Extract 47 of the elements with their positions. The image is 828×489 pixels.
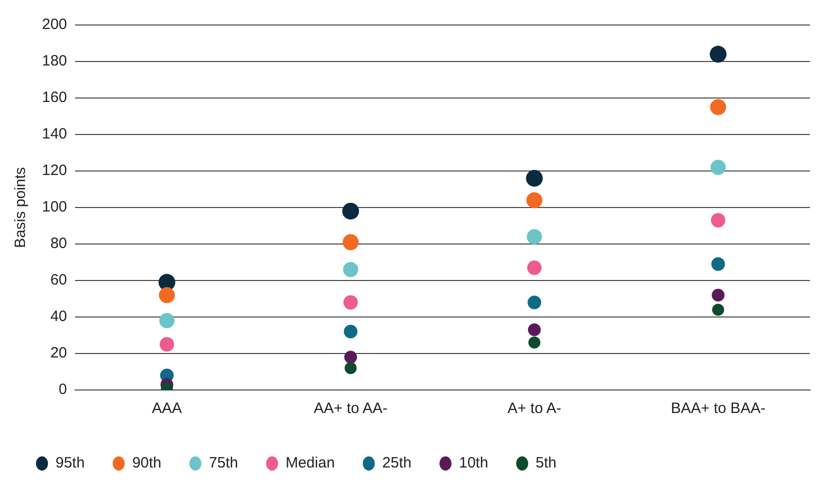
y-tick-label: 160 (42, 89, 68, 106)
legend-label: Median (286, 454, 335, 472)
x-tick-label: BAA+ to BAA- (670, 400, 766, 418)
legend-label: 95th (56, 454, 85, 472)
y-axis-title: Basis points (12, 167, 30, 248)
point (159, 313, 174, 328)
y-tick-label: 40 (50, 308, 68, 326)
point (344, 324, 358, 338)
point (343, 295, 358, 310)
point (711, 257, 725, 271)
point (158, 287, 175, 304)
point (343, 262, 358, 278)
point (710, 46, 727, 63)
y-tick-label: 80 (50, 235, 68, 252)
point (528, 336, 540, 349)
point (710, 160, 726, 175)
y-tick-label: 120 (42, 162, 68, 180)
point (344, 362, 357, 374)
point (526, 229, 542, 244)
y-tick-label: 0 (58, 381, 68, 398)
legend-label: 75th (208, 454, 238, 472)
point (526, 170, 543, 187)
legend-label: 10th (458, 454, 488, 472)
y-tick-label: 140 (42, 126, 68, 143)
point (526, 192, 542, 208)
y-tick-label: 200 (42, 16, 68, 34)
point (527, 260, 542, 275)
point (710, 99, 726, 116)
point (528, 323, 541, 336)
point (528, 296, 542, 310)
point (710, 213, 726, 228)
y-tick-label: 20 (50, 344, 68, 362)
point (344, 350, 358, 364)
y-tick-label: 180 (42, 52, 68, 70)
point (712, 304, 724, 316)
x-tick-label: AA+ to AA- (314, 400, 388, 418)
point (342, 234, 359, 250)
y-tick-label: 60 (50, 272, 68, 289)
legend-label: 5th (536, 454, 557, 472)
y-tick-label: 100 (42, 198, 68, 216)
point (712, 288, 725, 302)
point (160, 337, 174, 352)
x-tick-label: AAA (152, 400, 182, 418)
legend-label: 25th (382, 454, 412, 472)
point (342, 202, 360, 220)
legend-label: 90th (132, 454, 162, 472)
x-tick-label: A+ to A- (507, 400, 562, 418)
